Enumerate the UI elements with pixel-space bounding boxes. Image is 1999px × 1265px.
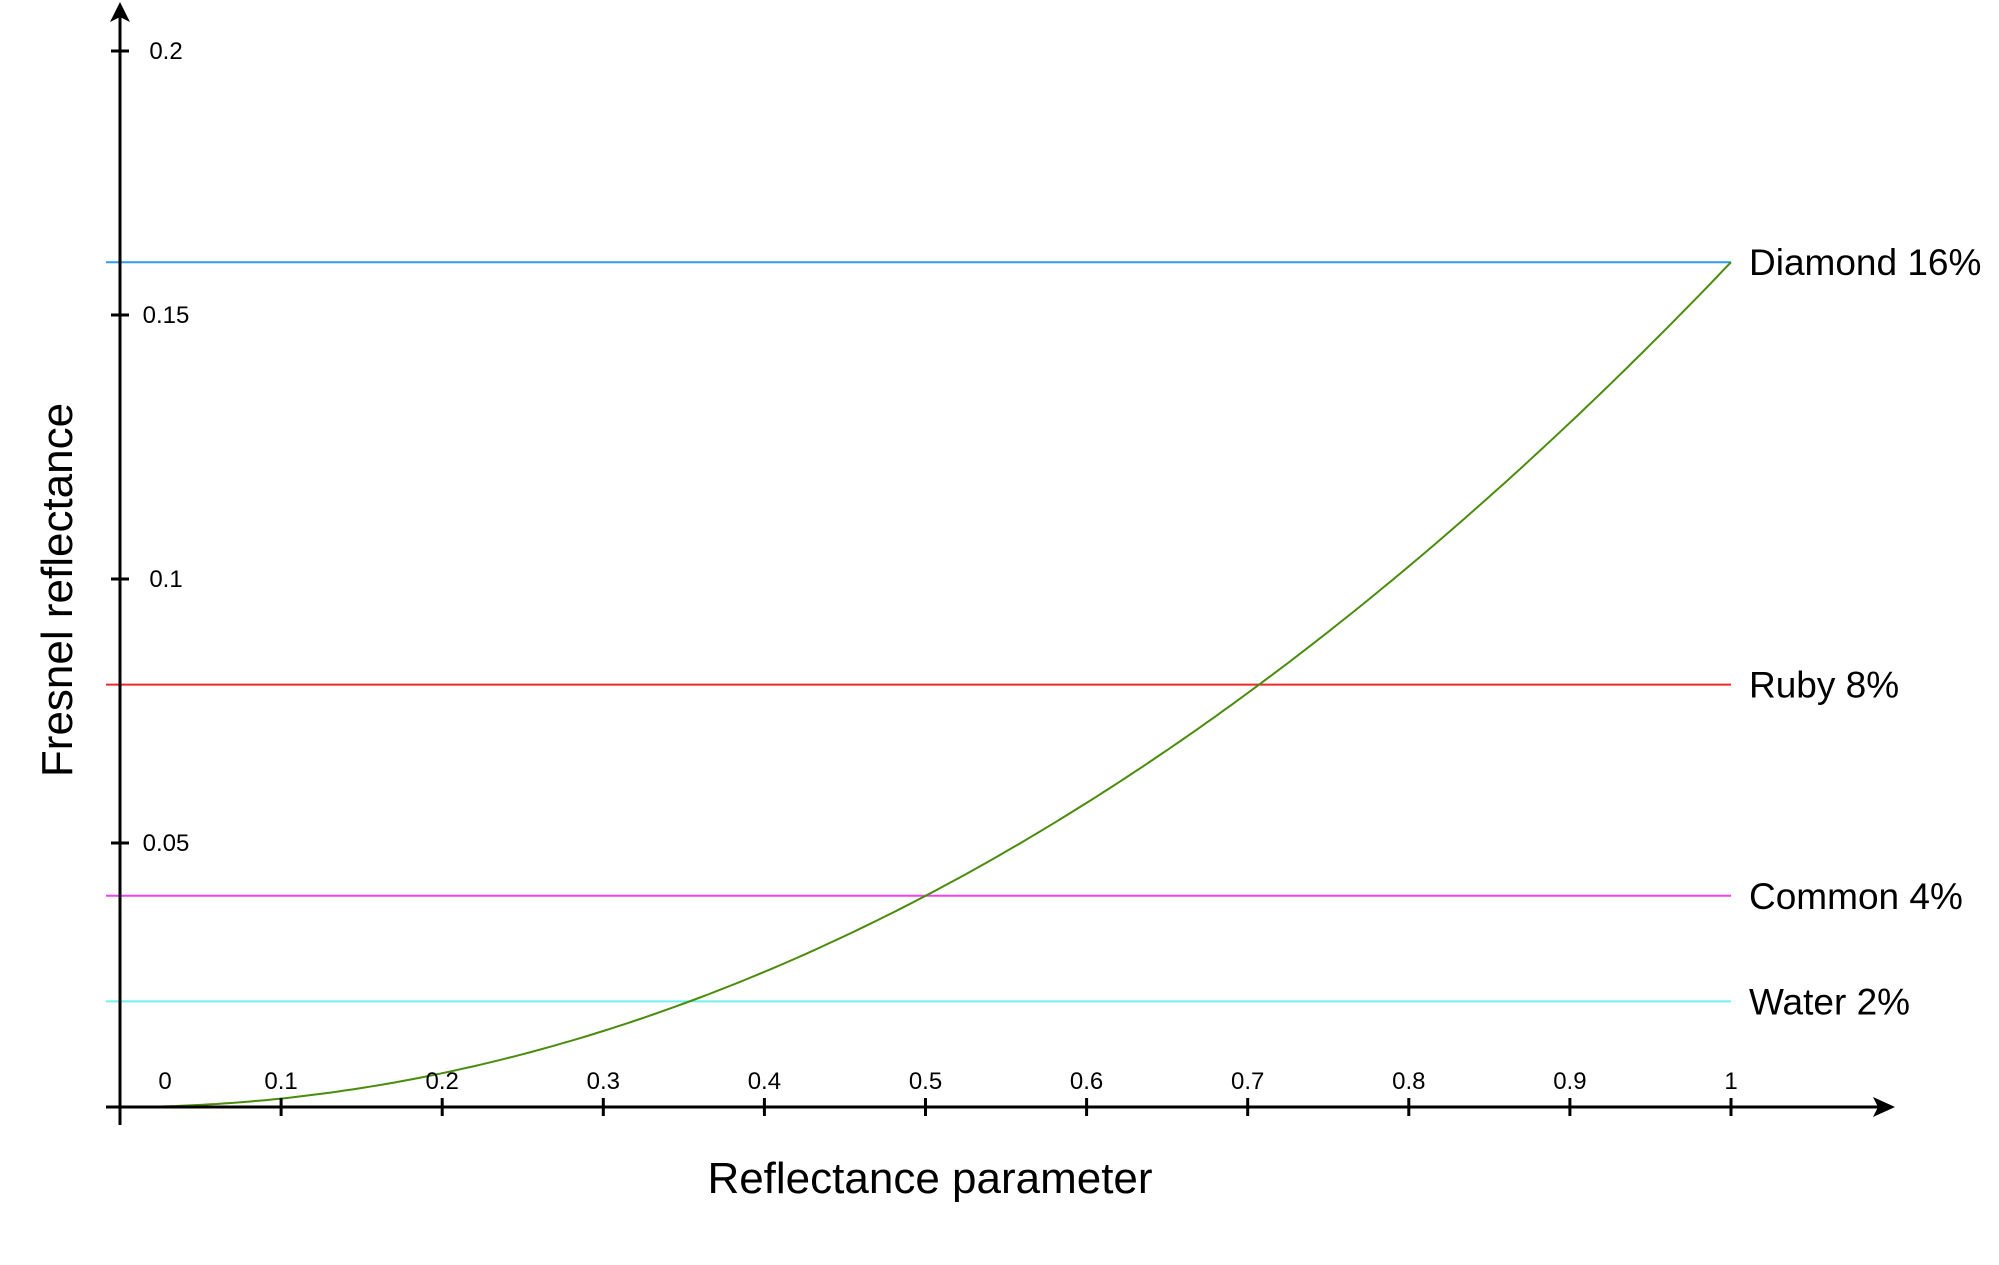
reference-label: Ruby 8% [1749, 665, 1899, 706]
x-tick-label: 0.9 [1553, 1068, 1586, 1095]
x-tick-label: 0.7 [1231, 1068, 1264, 1095]
y-axis-title: Fresnel reflectance [33, 403, 82, 777]
x-tick-label: 0.6 [1070, 1068, 1103, 1095]
y-axis-arrow-icon [110, 2, 130, 22]
x-tick-label: 0.5 [909, 1068, 942, 1095]
x-axis-arrow-icon [1873, 1097, 1895, 1117]
x-tick-label: 0.4 [748, 1068, 781, 1095]
y-tick-label: 0.15 [143, 302, 190, 329]
reference-label: Diamond 16% [1749, 242, 1981, 283]
x-tick-label: 0.2 [426, 1068, 459, 1095]
reference-label: Water 2% [1749, 981, 1910, 1022]
y-tick-label: 0.05 [143, 830, 190, 857]
y-tick-label: 0.1 [149, 566, 182, 593]
x-tick-label: 0 [158, 1068, 171, 1095]
x-axis-title: Reflectance parameter [707, 1154, 1152, 1203]
reference-label: Common 4% [1749, 876, 1963, 917]
x-tick-label: 0.3 [587, 1068, 620, 1095]
y-tick-label: 0.2 [149, 38, 182, 65]
x-tick-label: 1 [1724, 1068, 1737, 1095]
x-tick-label: 0.8 [1392, 1068, 1425, 1095]
reflectance-curve [106, 261, 1732, 1108]
x-tick-label: 0.1 [264, 1068, 297, 1095]
